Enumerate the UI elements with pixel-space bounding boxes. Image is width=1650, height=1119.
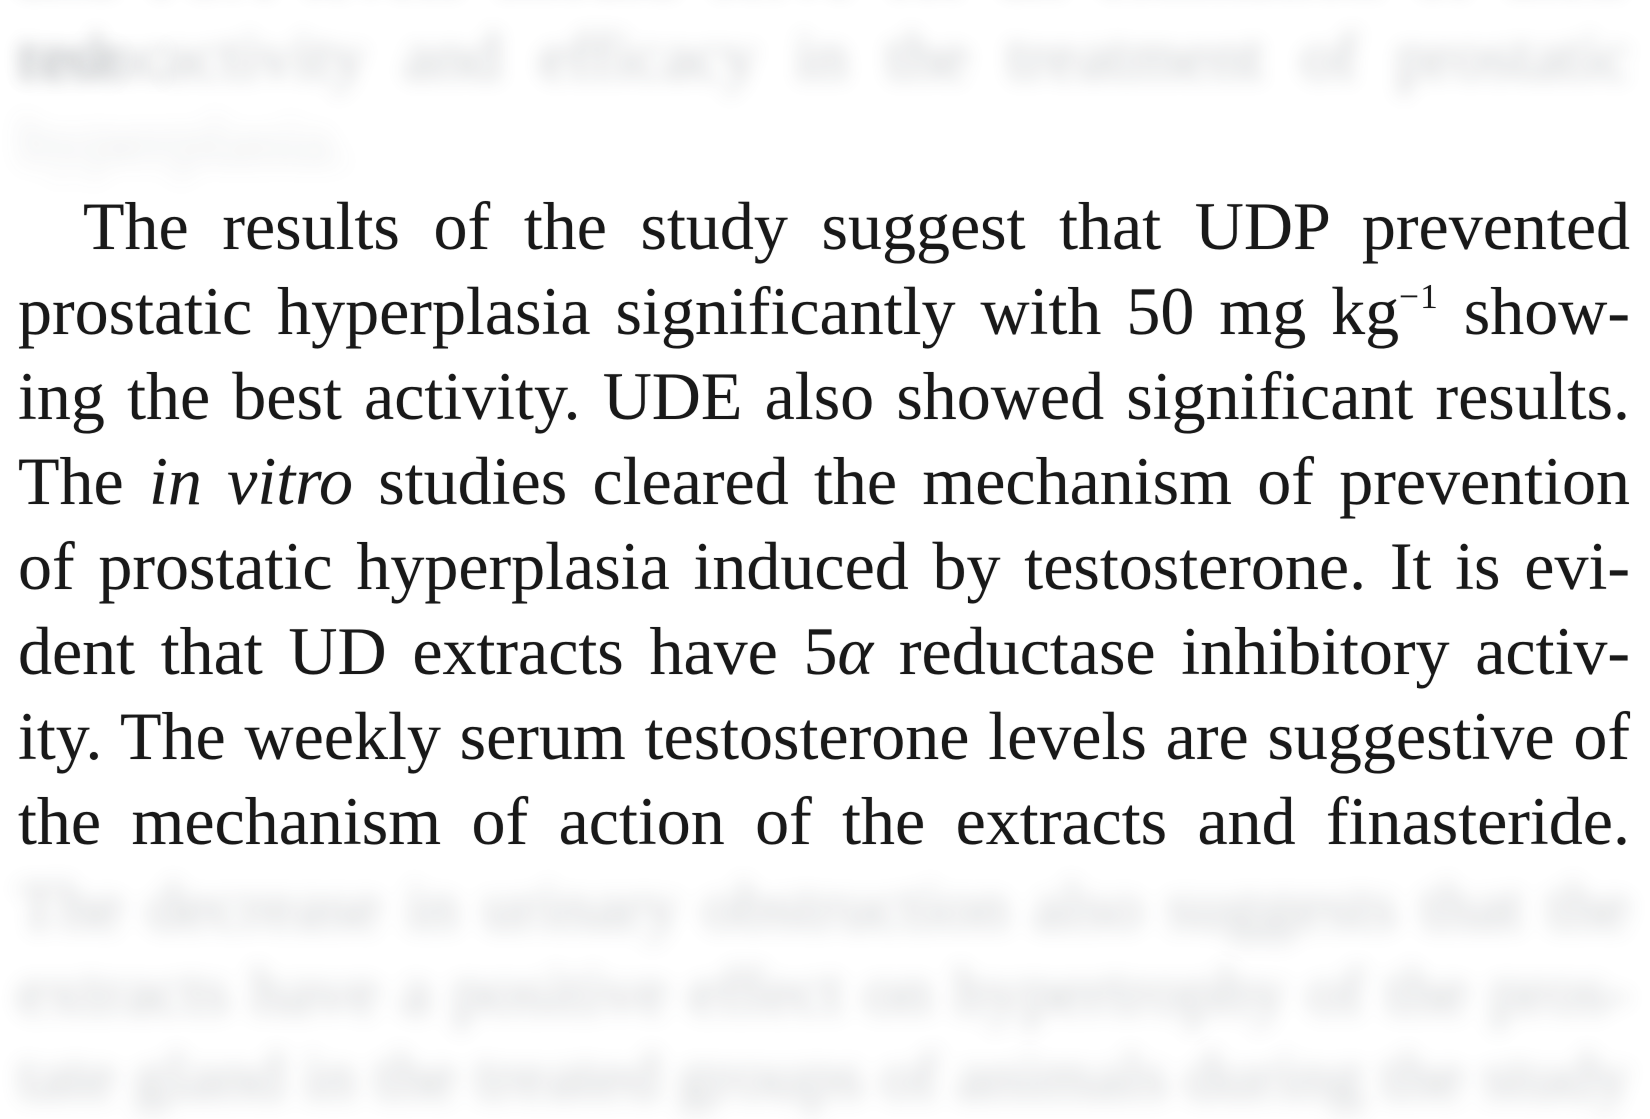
text-line: prostatic hyperplasia significantly with…	[18, 269, 1630, 354]
blurred-text-line: The decrease in urinary obstruction also…	[18, 868, 1630, 944]
line-segment: reductase inhibitory activ-	[873, 613, 1630, 689]
line-segment: show-	[1438, 273, 1630, 349]
text-line: ity. The weekly serum testosterone level…	[18, 694, 1630, 779]
blurred-text-line: tate gland in the treated groups of anim…	[18, 1038, 1630, 1114]
next-paragraph-blurred: The decrease in urinary obstruction also…	[18, 864, 1630, 1119]
text-line: dent that UD extracts have 5α reductase …	[18, 609, 1630, 694]
text-line: of prostatic hyperplasia induced by test…	[18, 524, 1630, 609]
line-segment: studies cleared the mechanism of prevent…	[353, 443, 1630, 519]
line-segment: the mechanism of action of the extracts …	[18, 783, 1630, 859]
line-segment: The	[18, 443, 149, 519]
previous-paragraph-blurred: and PSA levels should serve for an estim…	[18, 0, 1630, 184]
italic-segment: in vitro	[148, 443, 354, 519]
blurred-text-line: hyperplasia.	[18, 103, 349, 179]
italic-segment: α	[837, 613, 874, 689]
line-segment: ity. The weekly serum testosterone level…	[18, 698, 1630, 774]
text-line: ing the best activity. UDE also showed s…	[18, 354, 1630, 439]
blurred-text-line: extracts have a positive effect on hyper…	[18, 953, 1630, 1029]
superscript-exponent: −1	[1399, 276, 1439, 316]
line-segment: The results of the study suggest that UD…	[83, 188, 1630, 264]
blurred-text-line: and PSA levels should serve for an estim…	[18, 0, 1630, 94]
blurred-text-line: tase activity and efficacy in the treatm…	[18, 18, 1630, 94]
text-line: The in vitro studies cleared the mechani…	[18, 439, 1630, 524]
text-line: The results of the study suggest that UD…	[18, 184, 1630, 269]
paragraph-study-results: The results of the study suggest that UD…	[18, 184, 1630, 864]
line-segment: dent that UD extracts have 5	[18, 613, 838, 689]
line-segment: of prostatic hyperplasia induced by test…	[18, 528, 1630, 604]
line-segment: ing the best activity. UDE also showed s…	[18, 358, 1630, 434]
line-segment: prostatic hyperplasia significantly with…	[18, 273, 1400, 349]
text-column: and PSA levels should serve for an estim…	[18, 0, 1630, 1119]
text-line: the mechanism of action of the extracts …	[18, 779, 1630, 864]
